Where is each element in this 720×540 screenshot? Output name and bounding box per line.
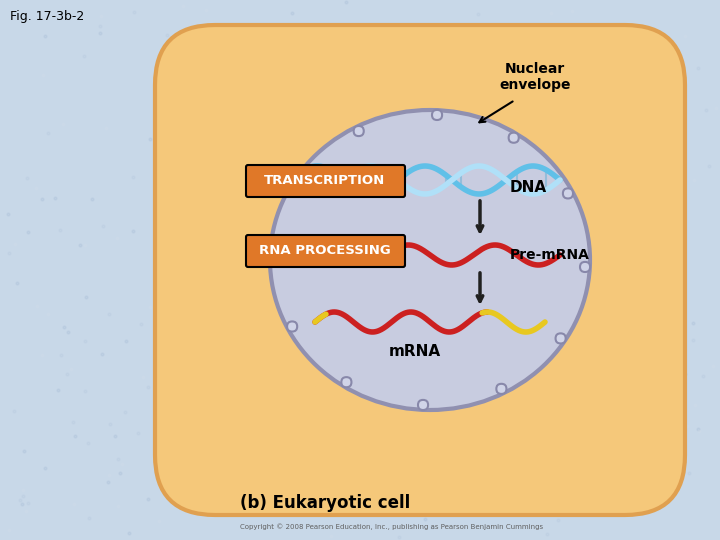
FancyBboxPatch shape (580, 262, 590, 272)
Text: DNA: DNA (510, 179, 547, 194)
Text: (b) Eukaryotic cell: (b) Eukaryotic cell (240, 494, 410, 512)
FancyBboxPatch shape (270, 248, 280, 258)
FancyBboxPatch shape (246, 165, 405, 197)
Text: RNA PROCESSING: RNA PROCESSING (259, 245, 391, 258)
FancyBboxPatch shape (246, 235, 405, 267)
FancyBboxPatch shape (563, 188, 573, 199)
FancyBboxPatch shape (508, 133, 518, 143)
FancyBboxPatch shape (496, 384, 506, 394)
Text: Copyright © 2008 Pearson Education, Inc., publishing as Pearson Benjamin Cumming: Copyright © 2008 Pearson Education, Inc.… (240, 523, 543, 530)
Ellipse shape (270, 110, 590, 410)
FancyBboxPatch shape (155, 25, 685, 515)
FancyBboxPatch shape (294, 177, 305, 186)
Text: Nuclear
envelope: Nuclear envelope (499, 62, 571, 92)
FancyBboxPatch shape (354, 126, 364, 136)
FancyBboxPatch shape (432, 110, 442, 120)
FancyBboxPatch shape (287, 321, 297, 332)
FancyBboxPatch shape (341, 377, 351, 387)
Text: Fig. 17-3b-2: Fig. 17-3b-2 (10, 10, 84, 23)
Text: Pre-mRNA: Pre-mRNA (510, 248, 590, 262)
Text: TRANSCRIPTION: TRANSCRIPTION (264, 174, 386, 187)
FancyBboxPatch shape (556, 333, 566, 343)
Text: mRNA: mRNA (389, 344, 441, 359)
FancyBboxPatch shape (418, 400, 428, 410)
